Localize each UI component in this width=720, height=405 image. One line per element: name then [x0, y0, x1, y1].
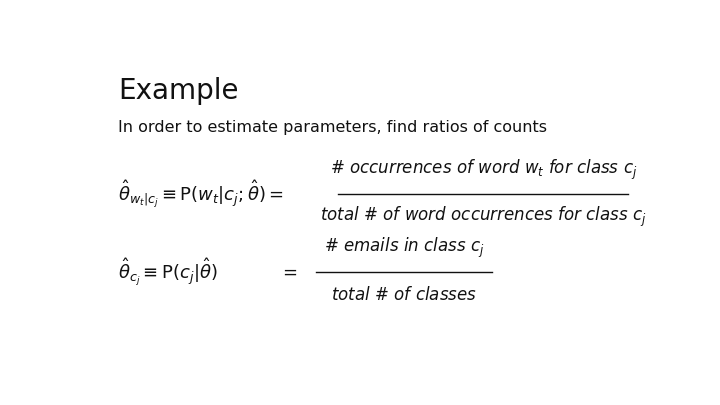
Text: # $\mathit{occurrences\ of\ word}\ w_t\ \mathit{for\ class}\ c_j$: # $\mathit{occurrences\ of\ word}\ w_t\ …: [330, 158, 637, 182]
Text: $\hat{\theta}_{c_j} \equiv \mathrm{P}(c_j|\hat{\theta})$: $\hat{\theta}_{c_j} \equiv \mathrm{P}(c_…: [118, 256, 217, 288]
Text: Example: Example: [118, 77, 238, 104]
Text: # $\mathit{emails\ in\ class}\ c_j$: # $\mathit{emails\ in\ class}\ c_j$: [323, 236, 485, 260]
Text: $\mathit{total}\ \#\ \mathit{of\ classes}$: $\mathit{total}\ \#\ \mathit{of\ classes…: [331, 286, 477, 304]
Text: $=$: $=$: [279, 262, 297, 281]
Text: In order to estimate parameters, find ratios of counts: In order to estimate parameters, find ra…: [118, 120, 547, 135]
Text: $\mathit{total}\ \#\ \mathit{of\ word\ occurrences\ for\ class}\ c_j$: $\mathit{total}\ \#\ \mathit{of\ word\ o…: [320, 205, 647, 229]
Text: $\hat{\theta}_{w_t|c_j} \equiv \mathrm{P}(w_t|c_j;\hat{\theta}) =$: $\hat{\theta}_{w_t|c_j} \equiv \mathrm{P…: [118, 178, 284, 209]
